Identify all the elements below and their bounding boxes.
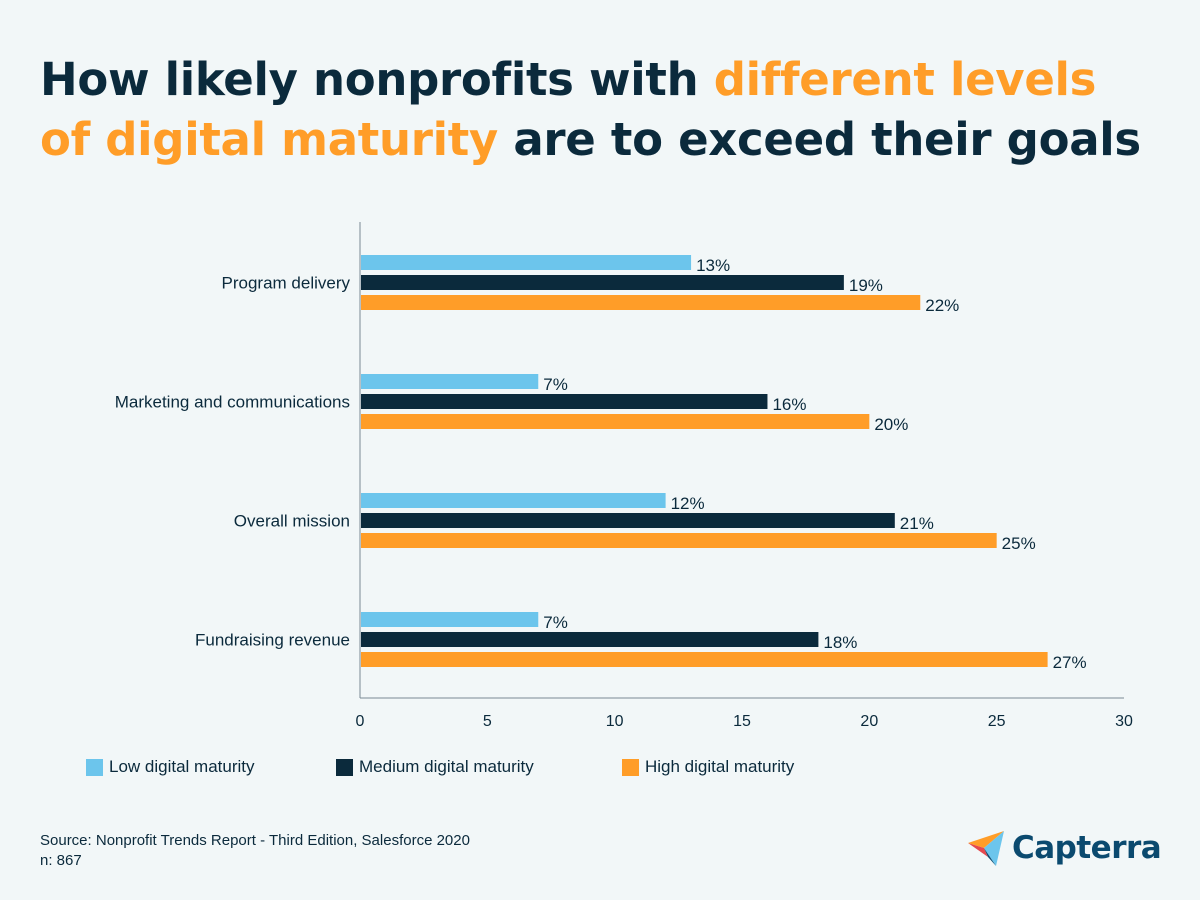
source-note: Source: Nonprofit Trends Report - Third … — [40, 831, 470, 871]
bar-high-digital-maturity — [361, 652, 1048, 667]
x-tick-label: 30 — [1115, 713, 1133, 730]
x-tick-label: 10 — [606, 713, 624, 730]
category-label: Fundraising revenue — [195, 631, 350, 650]
data-label: 25% — [1002, 534, 1036, 553]
category-label: Overall mission — [234, 512, 350, 531]
source-line: Source: Nonprofit Trends Report - Third … — [40, 832, 470, 849]
legend-label: Medium digital maturity — [359, 757, 534, 776]
data-label: 13% — [696, 256, 730, 275]
bar-medium-digital-maturity — [361, 513, 895, 528]
data-label: 16% — [772, 395, 806, 414]
legend-swatch — [622, 758, 639, 776]
legend-label: High digital maturity — [645, 757, 795, 776]
data-label: 12% — [671, 494, 705, 513]
title-accent: different levels of digital maturity — [40, 53, 1097, 166]
legend-item: High digital maturity — [622, 757, 794, 777]
legend-item: Medium digital maturity — [336, 757, 534, 777]
x-tick-label: 20 — [860, 713, 878, 730]
legend-swatch — [336, 758, 353, 776]
x-tick-label: 0 — [356, 713, 365, 730]
x-tick-label: 25 — [988, 713, 1006, 730]
title-part1: How likely nonprofits with — [40, 53, 714, 106]
x-tick-label: 5 — [483, 713, 492, 730]
bar-high-digital-maturity — [361, 295, 921, 310]
capterra-logo: Capterra — [966, 828, 1162, 868]
logo-text: Capterra — [1012, 830, 1162, 866]
data-label: 18% — [823, 633, 857, 652]
bar-medium-digital-maturity — [361, 394, 768, 409]
legend-label: Low digital maturity — [109, 757, 255, 776]
legend-swatch — [86, 758, 103, 776]
bar-low-digital-maturity — [361, 493, 666, 508]
data-label: 21% — [900, 514, 934, 533]
data-label: 27% — [1053, 653, 1087, 672]
bar-high-digital-maturity — [361, 414, 870, 429]
capterra-arrow-icon — [968, 831, 1004, 866]
data-label: 22% — [925, 296, 959, 315]
bar-low-digital-maturity — [361, 612, 539, 627]
sample-size: n: 867 — [40, 852, 82, 869]
category-label: Program delivery — [222, 274, 351, 293]
data-label: 20% — [874, 415, 908, 434]
bar-low-digital-maturity — [361, 255, 692, 270]
bar-low-digital-maturity — [361, 374, 539, 389]
data-label: 19% — [849, 276, 883, 295]
x-tick-label: 15 — [733, 713, 751, 730]
bar-medium-digital-maturity — [361, 632, 819, 647]
category-label: Marketing and communications — [115, 393, 350, 412]
data-label: 7% — [543, 613, 568, 632]
bar-medium-digital-maturity — [361, 275, 844, 290]
data-label: 7% — [543, 375, 568, 394]
title-part2: are to exceed their goals — [497, 113, 1141, 166]
chart-legend: Low digital maturity Medium digital matur… — [0, 757, 1200, 781]
chart-title: How likely nonprofits with different lev… — [40, 50, 1160, 170]
legend-item: Low digital maturity — [86, 757, 255, 777]
bar-high-digital-maturity — [361, 533, 997, 548]
